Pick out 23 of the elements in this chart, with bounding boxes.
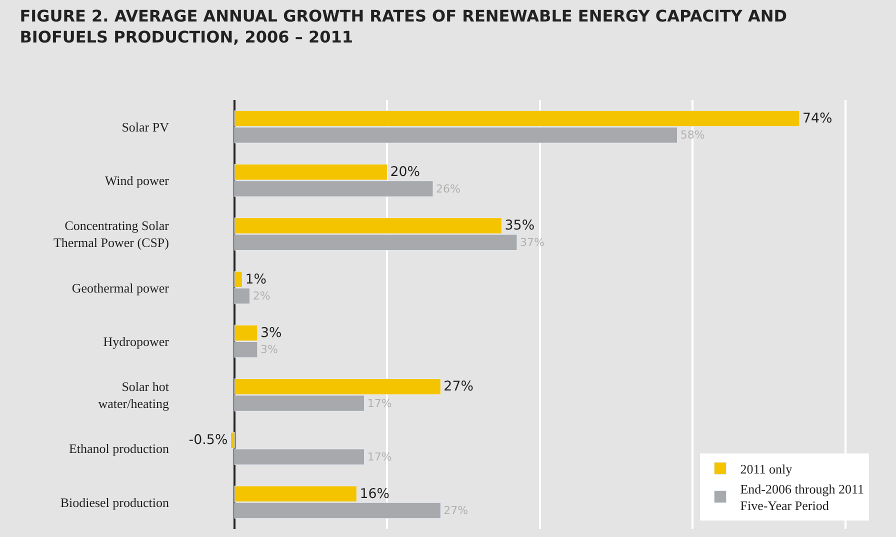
data-label: 27% xyxy=(444,380,474,395)
y-tick-label: Wind power xyxy=(104,172,170,188)
data-label: 20% xyxy=(390,165,420,180)
data-label: 35% xyxy=(504,218,535,234)
data-label: 58% xyxy=(680,128,705,142)
data-label: 3% xyxy=(260,326,282,341)
legend-label: 2011 only xyxy=(740,461,793,476)
data-label: 17% xyxy=(367,450,392,464)
legend-label: End-2006 through 2011 Five-Year Period xyxy=(740,481,864,514)
data-label: 37% xyxy=(520,236,544,249)
data-label: 74% xyxy=(802,111,832,126)
chart-title: FIGURE 2. AVERAGE ANNUAL GROWTH RATES OF RENEWABLE ENERGY CAPACITY AND BIOFUELS PRODUCTION, 2006 – 2011 xyxy=(20,6,788,46)
data-label: -0.5% xyxy=(188,433,228,448)
y-tick-label: Solar PV xyxy=(122,119,170,134)
y-tick-label: Geothermal power xyxy=(72,280,170,296)
data-label: 17% xyxy=(367,396,392,410)
data-label: 16% xyxy=(360,486,390,502)
y-tick-label: Hydropower xyxy=(103,334,170,349)
y-tick-label: Ethanol production xyxy=(68,441,170,456)
y-tick-label: Concentrating Solar Thermal Power (CSP) xyxy=(53,218,170,250)
y-tick-label: Solar hot water/heating xyxy=(98,379,170,411)
data-label: 1% xyxy=(245,272,266,288)
y-tick-label: Biodiesel production xyxy=(60,494,170,510)
